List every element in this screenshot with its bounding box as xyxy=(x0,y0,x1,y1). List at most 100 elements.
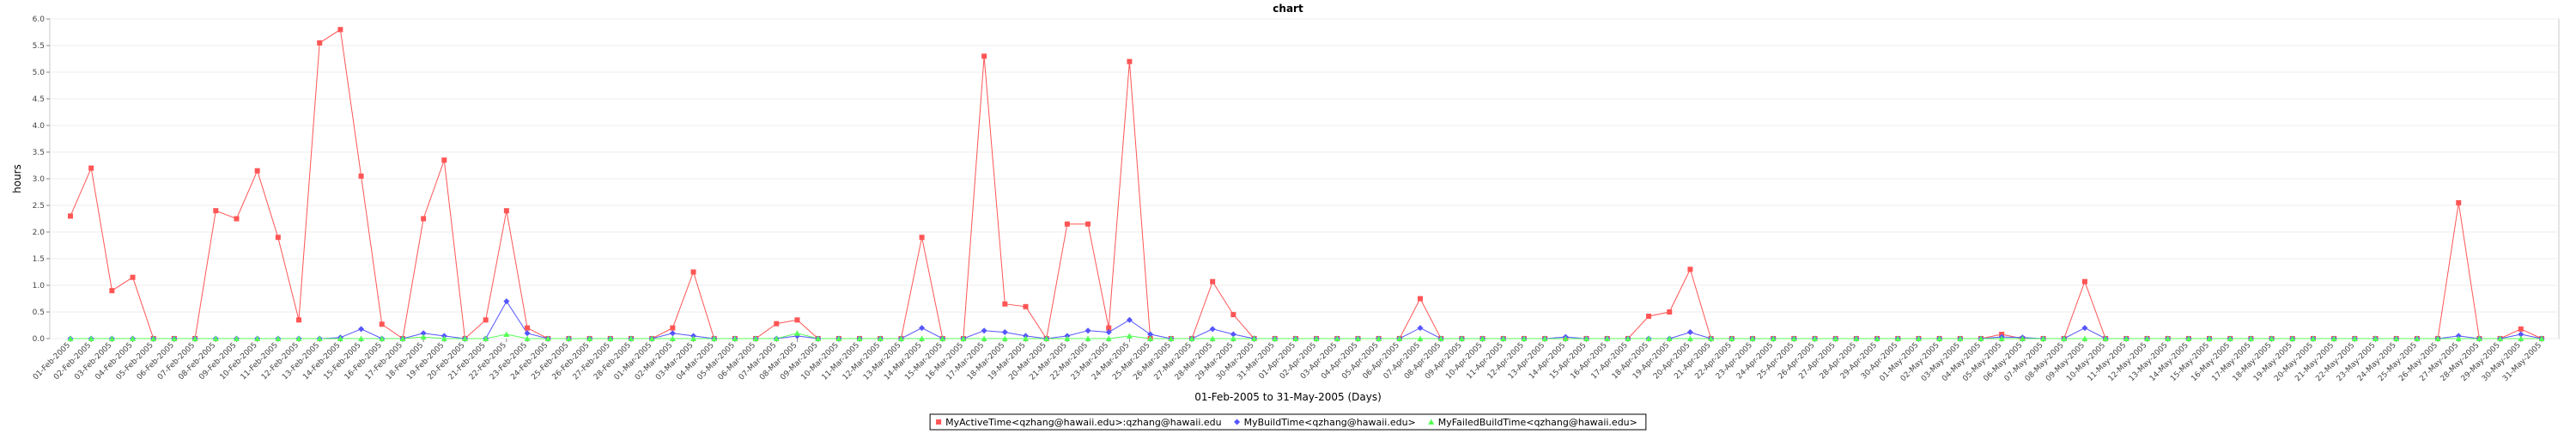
data-point xyxy=(2518,326,2524,332)
data-point xyxy=(1292,335,1299,341)
data-point xyxy=(877,335,884,341)
data-point xyxy=(1417,335,1424,341)
data-point xyxy=(254,168,260,174)
data-point xyxy=(1188,335,1195,341)
y-tick-label: 0.0 xyxy=(33,335,46,344)
data-point xyxy=(628,335,635,341)
data-point xyxy=(711,335,718,341)
data-point xyxy=(420,330,427,337)
data-point xyxy=(503,331,510,338)
data-point xyxy=(1667,309,1673,315)
data-point xyxy=(919,235,925,241)
data-point xyxy=(565,335,572,341)
y-tick-label: 6.0 xyxy=(33,15,46,24)
legend: MyActiveTime<qzhang@hawaii.edu>:qzhang@h… xyxy=(929,413,1647,431)
data-point xyxy=(2538,335,2545,341)
data-point xyxy=(2330,335,2337,341)
data-point xyxy=(1209,335,1216,341)
series-markers xyxy=(67,27,2545,342)
data-point xyxy=(1998,335,2005,341)
data-point xyxy=(1023,335,1030,341)
data-point xyxy=(1376,335,1382,341)
data-point xyxy=(1957,335,1964,341)
y-tick-label: 5.0 xyxy=(33,69,46,77)
data-point xyxy=(2456,199,2462,205)
data-point xyxy=(1313,335,1320,341)
data-point xyxy=(421,216,427,222)
data-point xyxy=(1437,335,1444,341)
data-point xyxy=(1686,335,1693,341)
data-point xyxy=(1728,335,1735,341)
data-point xyxy=(1334,335,1340,341)
data-point xyxy=(2206,335,2213,341)
data-point xyxy=(1064,335,1071,341)
data-point xyxy=(1126,333,1133,339)
data-point xyxy=(317,40,323,46)
legend-box xyxy=(929,413,1647,431)
data-point xyxy=(1625,335,1631,341)
data-point xyxy=(420,333,427,340)
data-point xyxy=(379,335,386,341)
data-point xyxy=(648,335,655,341)
data-point xyxy=(1085,221,1091,227)
data-point xyxy=(1832,335,1839,341)
data-point xyxy=(2143,335,2150,341)
data-point xyxy=(1396,335,1403,341)
data-point xyxy=(316,335,323,341)
data-point xyxy=(1168,335,1175,341)
y-tick-label: 4.0 xyxy=(33,122,46,131)
data-point xyxy=(88,335,94,341)
data-point xyxy=(1147,331,1154,338)
data-point xyxy=(2081,325,2088,332)
legend-label: MyActiveTime<qzhang@hawaii.edu>:qzhang@h… xyxy=(945,417,1222,428)
data-point xyxy=(358,173,364,179)
data-point xyxy=(1230,335,1236,341)
data-point xyxy=(1666,335,1673,341)
data-point xyxy=(1479,335,1486,341)
data-point xyxy=(1541,335,1548,341)
data-point xyxy=(2165,335,2172,341)
data-point xyxy=(752,335,759,341)
data-point xyxy=(732,335,738,341)
data-point xyxy=(1853,335,1860,341)
data-point xyxy=(108,335,115,341)
data-point xyxy=(2081,278,2087,284)
data-point xyxy=(212,335,219,341)
data-point xyxy=(275,335,282,341)
data-point xyxy=(1770,335,1777,341)
data-point xyxy=(150,335,157,341)
data-point xyxy=(2123,335,2129,341)
y-tick-label: 0.5 xyxy=(33,309,45,317)
data-point xyxy=(440,335,447,341)
data-point xyxy=(1147,335,1154,341)
data-point xyxy=(1562,335,1569,341)
data-point xyxy=(2247,335,2254,341)
data-point xyxy=(1043,335,1050,341)
data-point xyxy=(1978,335,1984,341)
data-point xyxy=(1272,335,1279,341)
data-point xyxy=(2351,335,2358,341)
data-point xyxy=(234,216,240,222)
data-point xyxy=(2269,335,2275,341)
data-point xyxy=(774,321,780,327)
data-point xyxy=(1812,335,1819,341)
data-point xyxy=(1874,335,1880,341)
data-point xyxy=(2518,331,2524,338)
data-point xyxy=(254,335,261,341)
data-point xyxy=(835,335,842,341)
data-point xyxy=(1001,329,1008,336)
data-point xyxy=(939,335,946,341)
data-point xyxy=(670,325,676,331)
data-point xyxy=(981,335,987,341)
data-point xyxy=(607,335,614,341)
data-point xyxy=(441,157,447,163)
x-axis-label: 01-Feb-2005 to 31-May-2005 (Days) xyxy=(1194,391,1382,403)
data-point xyxy=(1210,278,1216,284)
data-point xyxy=(1915,335,1922,341)
data-point xyxy=(1708,335,1715,341)
y-tick-label: 1.5 xyxy=(33,255,45,264)
data-point xyxy=(919,325,926,332)
data-point xyxy=(275,235,281,241)
data-point xyxy=(295,335,302,341)
data-point xyxy=(2040,335,2047,341)
